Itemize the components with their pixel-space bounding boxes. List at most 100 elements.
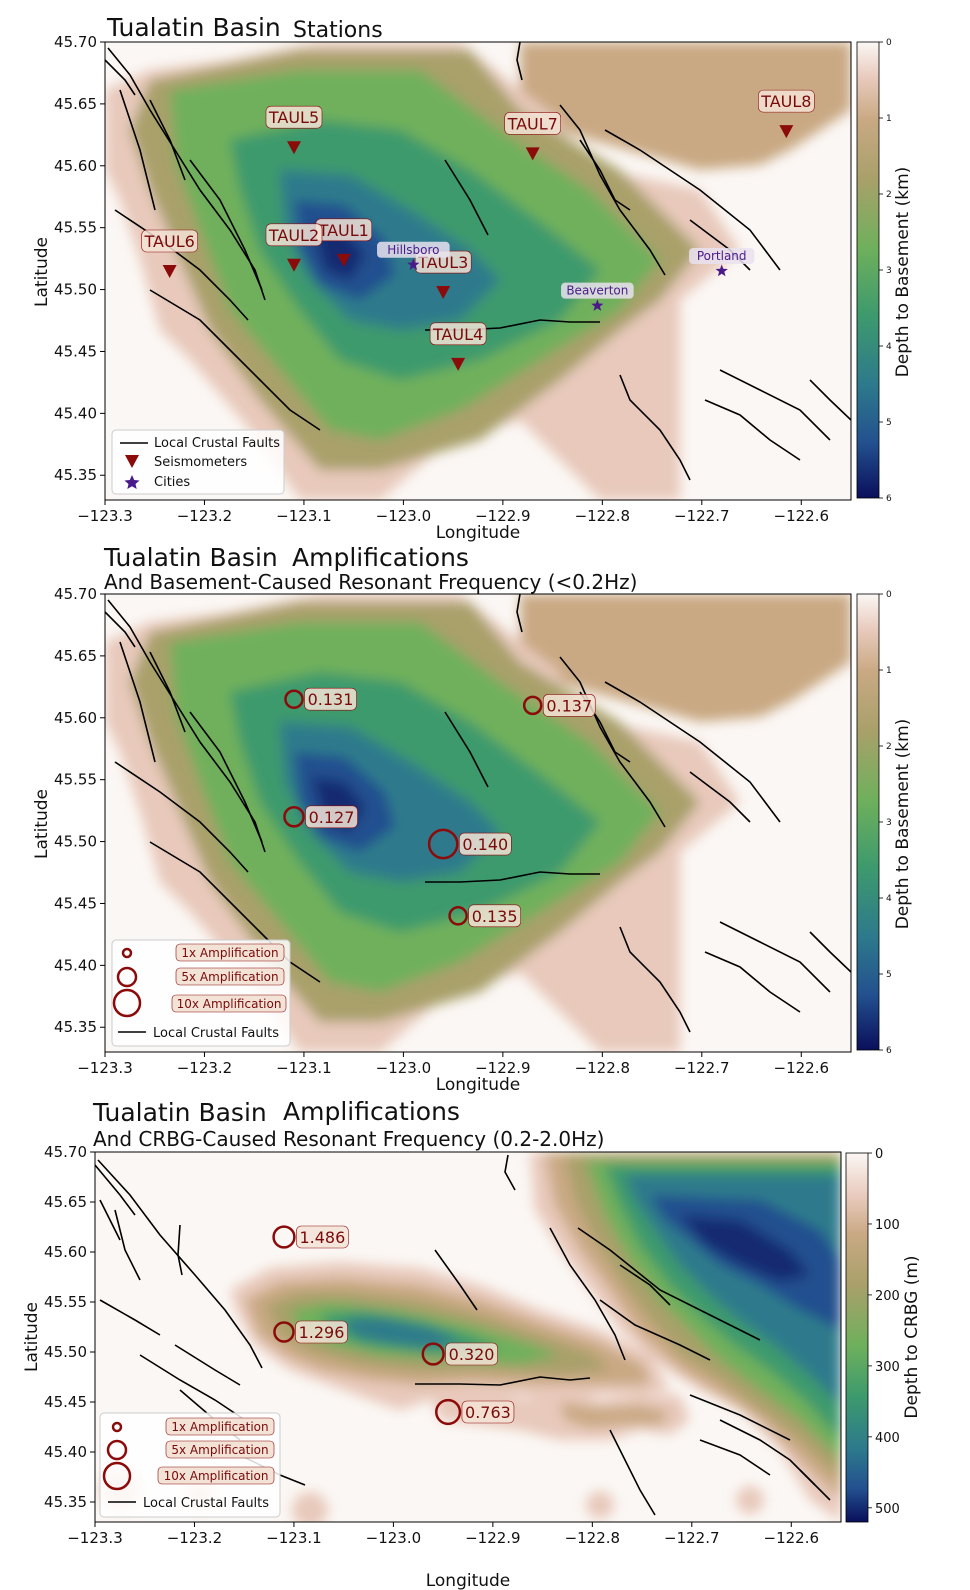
x-tick-label: −122.6: [774, 1059, 830, 1077]
colorbar-tick-label: 0: [886, 590, 892, 600]
frequency-label-box: [304, 687, 357, 711]
station-label-box: [429, 322, 487, 346]
amp10-legend-icon: [112, 988, 142, 1018]
y-tick-label: 45.35: [54, 1018, 97, 1036]
seismometer-icon: [286, 258, 301, 272]
y-tick-label: 45.65: [54, 647, 97, 665]
y-tick-label: 45.60: [54, 709, 97, 727]
city-label: Beaverton: [566, 284, 628, 298]
legend-amp1-label: 1x Amplification: [181, 946, 278, 960]
panel1-cities: Hillsboro Beaverton Portland: [377, 241, 755, 311]
panel3-legend: 1x Amplification 5x Amplification 10x Am…: [99, 1412, 281, 1518]
amplification-circle: [283, 806, 305, 828]
colorbar-tick-label: 6: [886, 494, 892, 504]
panel2-subtitle: And Basement-Caused Resonant Frequency (…: [104, 570, 637, 594]
panel2-colorbar-label: Depth to Basement (km): [893, 719, 913, 930]
legend2-faults-label: Local Crustal Faults: [153, 1026, 279, 1041]
panel2-ylabel: Latitude: [32, 789, 52, 859]
panel3-x-ticks: −123.3 −123.2 −123.1 −123.0 −122.9 −122.8 −122…: [67, 1522, 819, 1547]
city-marker: Hillsboro: [377, 241, 450, 271]
amp10-legend-icon-p3: [102, 1461, 132, 1491]
colorbar-tick-label: 1: [886, 114, 892, 124]
frequency-label: 0.763: [465, 1403, 511, 1422]
x-tick-label: −123.1: [276, 1059, 332, 1077]
city-label-box: [561, 282, 634, 299]
amplification-point: 0.127: [283, 805, 358, 829]
x-tick-label: −122.8: [565, 1529, 621, 1547]
frequency-label-box: [296, 1225, 349, 1249]
legend-cities-label: Cities: [154, 475, 190, 490]
y-tick-label: 45.70: [54, 585, 97, 603]
panel2-xlabel: Longitude: [436, 1075, 521, 1095]
legend-seismometers-label: Seismometers: [154, 455, 247, 470]
station-marker: TAUL8: [758, 89, 815, 139]
panel1-x-ticks: −123.3 −123.2 −123.1 −123.0 −122.9 −122.8 −122…: [77, 500, 829, 525]
amp1-legend-icon: [121, 947, 133, 959]
panel3-xlabel: Longitude: [426, 1571, 511, 1590]
frequency-label-box: [445, 1342, 498, 1366]
y-tick-label: 45.45: [44, 1393, 87, 1411]
colorbar-tick-label: 0: [886, 38, 892, 48]
colorbar-tick-label: 500: [875, 1502, 900, 1517]
amp1-legend-icon-p3: [111, 1421, 123, 1433]
seismometer-icon: [451, 357, 466, 371]
legend3-amp1-label: 1x Amplification: [171, 1420, 268, 1434]
y-tick-label: 45.70: [44, 1143, 87, 1161]
x-tick-label: −123.3: [77, 1059, 133, 1077]
panel3-colorbar-ticks: 0 100 200 300 400 500: [868, 1147, 900, 1517]
y-tick-label: 45.50: [54, 833, 97, 851]
city-label: Portland: [697, 249, 747, 263]
x-tick-label: −123.1: [266, 1529, 322, 1547]
panel1-basement-map: TAUL1TAUL2TAUL3TAUL4TAUL5TAUL6TAUL7TAUL8…: [105, 42, 851, 500]
y-tick-label: 45.55: [54, 219, 97, 237]
seismometer-icon: [286, 141, 301, 155]
y-tick-label: 45.65: [54, 95, 97, 113]
city-label-box: [689, 248, 755, 264]
x-tick-label: −122.8: [575, 1059, 631, 1077]
station-label: TAUL6: [144, 232, 195, 251]
y-tick-label: 45.55: [54, 771, 97, 789]
station-label-box: [265, 223, 323, 247]
x-tick-label: −122.9: [465, 1529, 521, 1547]
x-tick-label: −123.2: [177, 1059, 233, 1077]
panel2-faults: [105, 594, 851, 1033]
amp5-legend-icon-p3: [106, 1439, 128, 1461]
legend-amp10-label: 10x Amplification: [177, 997, 282, 1011]
y-tick-label: 45.45: [54, 894, 97, 912]
x-tick-label: −122.6: [774, 507, 830, 525]
panel3-colorbar: [845, 1152, 869, 1523]
frequency-label: 0.127: [309, 808, 355, 827]
x-tick-label: −123.3: [67, 1529, 123, 1547]
amplification-point: 0.140: [427, 828, 512, 860]
station-label: TAUL4: [432, 325, 483, 344]
x-tick-label: −123.0: [376, 507, 432, 525]
station-label-box: [504, 112, 562, 135]
panel-basement-amplifications: Tualatin Basin Amplifications And Baseme…: [32, 543, 913, 1095]
amplification-circle: [272, 1225, 296, 1249]
panel-stations: Tualatin Basin Stations: [32, 13, 913, 543]
amplification-point: 0.137: [522, 694, 596, 717]
city-label-box: [377, 241, 450, 258]
panel2-colorbar-ticks: 0 1 2 3 4 5 6: [879, 590, 892, 1056]
frequency-label: 0.137: [546, 696, 592, 715]
x-tick-label: −122.8: [575, 507, 631, 525]
city-label: Hillsboro: [387, 243, 439, 257]
panel2-x-ticks: −123.3 −123.2 −123.1 −123.0 −122.9 −122.8 −122…: [77, 1052, 829, 1077]
frequency-label: 1.296: [299, 1323, 345, 1342]
panel-crbg-amplifications: Tualatin Basin Amplifications And CRBG-C…: [22, 1097, 922, 1590]
colorbar-tick-label: 400: [875, 1431, 900, 1446]
panel3-y-ticks: 45.70 45.65 45.60 45.55 45.50 45.45 45.40 45.35: [44, 1143, 95, 1511]
colorbar-tick-label: 0: [875, 1147, 883, 1162]
panel2-colorbar: [856, 593, 880, 1051]
frequency-label-box: [468, 904, 521, 928]
x-tick-label: −122.7: [674, 507, 730, 525]
y-tick-label: 45.40: [54, 956, 97, 974]
amplification-circle: [522, 695, 543, 716]
legend3-amp10-label: 10x Amplification: [164, 1469, 269, 1483]
frequency-label-box: [305, 805, 358, 829]
amplification-circle: [427, 828, 459, 860]
colorbar-tick-label: 4: [886, 894, 892, 904]
y-tick-label: 45.65: [44, 1193, 87, 1211]
station-label: TAUL1: [318, 221, 369, 240]
